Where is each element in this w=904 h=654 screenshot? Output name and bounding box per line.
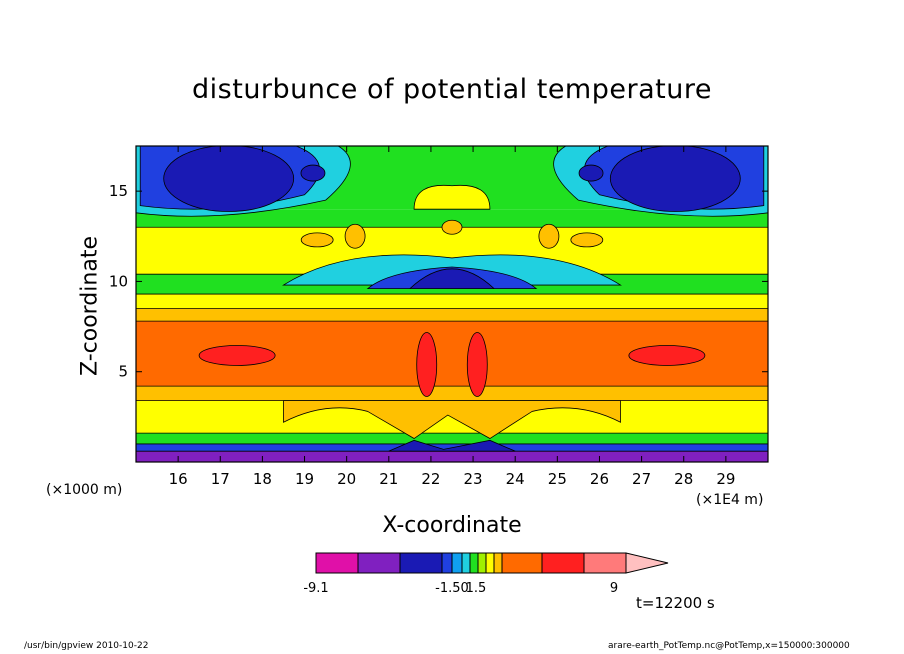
region-yellow-plume <box>413 184 491 210</box>
deepblue-small-left <box>300 164 326 182</box>
x-tick-label: 19 <box>295 470 314 488</box>
deepblue-cell-right <box>609 146 741 212</box>
footer-right: arare-earth_PotTemp.nc@PotTemp,x=150000:… <box>608 641 850 651</box>
x-tick-label: 18 <box>253 470 272 488</box>
plot-frame <box>135 145 769 463</box>
field-layers <box>136 146 768 462</box>
y-tick-label: 15 <box>109 182 128 200</box>
colorbar-label: 1.5 <box>466 581 487 596</box>
colorbar-arrow <box>625 552 669 574</box>
colorbar: -9.1 -1.501.5 9 <box>303 552 669 596</box>
colorbar-cell <box>485 552 495 574</box>
colorbar-cell <box>451 552 463 574</box>
colorbar-cell <box>493 552 503 574</box>
colorbar-label: -1.50 <box>435 581 469 596</box>
orange-blob-right <box>570 232 604 248</box>
x-unit-right: (×1E4 m) <box>696 492 764 508</box>
colorbar-cell <box>583 552 627 574</box>
orange-blob-right2 <box>538 223 560 249</box>
band-green-upper <box>136 209 768 228</box>
x-tick-label: 21 <box>379 470 398 488</box>
y-tick-label: 10 <box>109 272 128 290</box>
x-tick-label: 24 <box>506 470 525 488</box>
x-tick-label: 27 <box>632 470 651 488</box>
colorbar-cell <box>461 552 471 574</box>
colorbar-cell <box>541 552 585 574</box>
x-axis-label: X-coordinate <box>382 513 522 538</box>
colorbar-cell <box>477 552 487 574</box>
band-lightorange-upper <box>136 308 768 322</box>
deepblue-cell-left <box>163 146 295 212</box>
y-axis-label: Z-coordinate <box>77 236 103 376</box>
orange-blob-left2 <box>344 223 366 249</box>
x-tick-label: 17 <box>211 470 230 488</box>
time-annotation: t=12200 s <box>636 594 715 612</box>
x-tick-label: 20 <box>337 470 356 488</box>
x-tick-label: 29 <box>716 470 735 488</box>
x-unit-left: (×1000 m) <box>46 482 123 498</box>
plot-axes: 16 17 18 19 20 21 22 23 24 25 26 27 28 29 5 10 15 <box>109 146 768 488</box>
x-tick-label: 16 <box>169 470 188 488</box>
x-tick-label: 25 <box>548 470 567 488</box>
colorbar-cell <box>399 552 443 574</box>
contour-field <box>135 145 769 463</box>
x-tick-label: 22 <box>421 470 440 488</box>
y-tick-label: 5 <box>118 363 128 381</box>
colorbar-cell <box>469 552 479 574</box>
x-tick-label: 26 <box>590 470 609 488</box>
colorbar-label: -9.1 <box>303 581 328 596</box>
deepblue-small-right <box>578 164 604 182</box>
band-yellow-middle <box>136 294 768 309</box>
region-lightorange-wave <box>283 400 621 440</box>
orange-blob-left <box>300 232 334 248</box>
colorbar-cell <box>315 552 359 574</box>
colorbar-cell <box>441 552 453 574</box>
red-lens-center-left <box>416 332 438 397</box>
colorbar-cell <box>357 552 401 574</box>
colorbar-label: 9 <box>610 581 618 596</box>
red-lens-center-right <box>466 332 488 397</box>
footer-left: /usr/bin/gpview 2010-10-22 <box>24 641 149 651</box>
x-tick-label: 23 <box>464 470 483 488</box>
band-purple <box>136 451 768 462</box>
red-lens-right <box>628 345 706 366</box>
orange-blob-center <box>441 219 463 235</box>
region-deepblue-middle <box>408 268 496 290</box>
chart-title: disturbunce of potential temperature <box>192 74 712 105</box>
x-tick-label: 28 <box>674 470 693 488</box>
band-lightorange-lower <box>136 386 768 401</box>
colorbar-cell <box>501 552 543 574</box>
red-lens-left <box>198 345 276 366</box>
band-green-bottom <box>136 433 768 444</box>
region-deepblue-bottom <box>388 439 516 452</box>
